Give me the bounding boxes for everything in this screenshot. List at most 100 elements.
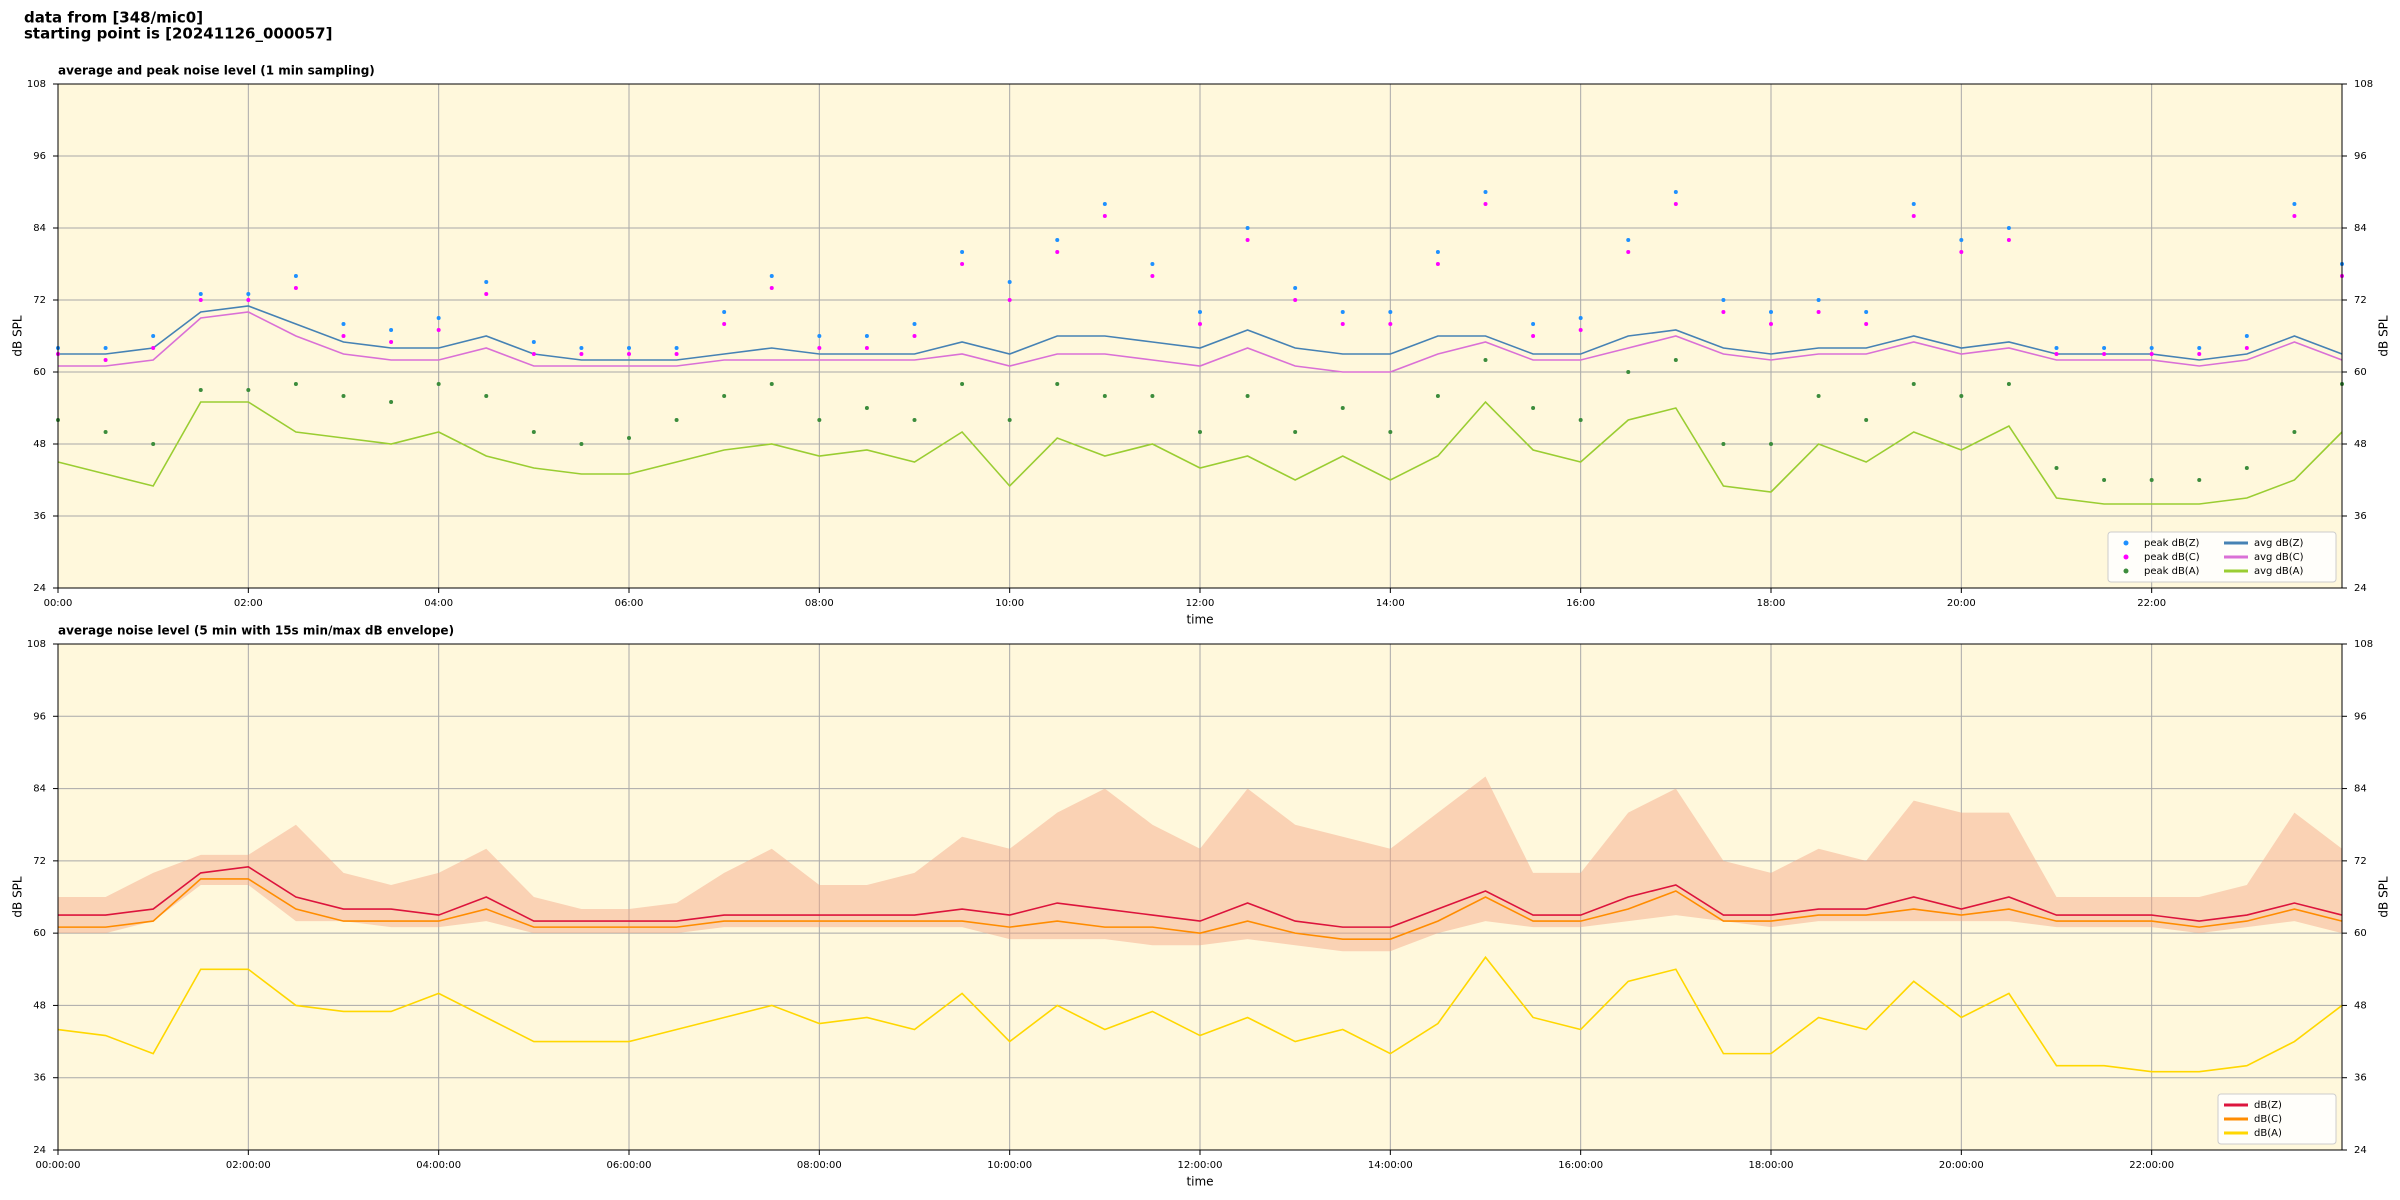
peak-point [1340, 322, 1345, 326]
peak-point [864, 346, 869, 350]
peak-point [389, 400, 394, 404]
y-tick-label: 24 [2354, 583, 2367, 594]
series-line [57, 400, 2343, 505]
legend-marker [2123, 540, 2129, 546]
x-tick-label: 18:00 [1757, 598, 1786, 609]
plot-frame [57, 83, 2343, 589]
chart-title: average noise level (5 min with 15s min/… [58, 624, 454, 638]
peak-point [864, 406, 869, 410]
peak-point [627, 352, 631, 356]
y-tick-label: 36 [33, 511, 46, 522]
peak-point [1816, 298, 1821, 302]
plot-frame [57, 643, 2343, 1151]
peak-point [1721, 442, 1726, 446]
peak-point [1102, 394, 1107, 398]
peak-point [1721, 298, 1726, 302]
peak-point [1055, 382, 1060, 386]
x-tick-label: 14:00:00 [1368, 1160, 1413, 1171]
peak-point [960, 382, 965, 386]
peak-point [722, 394, 727, 398]
y-tick-label: 24 [33, 583, 46, 594]
peak-point [2149, 352, 2154, 356]
peak-point [484, 292, 489, 296]
peak-point [627, 436, 631, 440]
peak-point [1673, 358, 1678, 362]
legend-marker [2123, 554, 2129, 560]
peak-point [1911, 382, 1916, 386]
y-tick-label: 72 [2354, 856, 2367, 867]
y-tick-label: 96 [33, 711, 46, 722]
peak-point [1293, 286, 1298, 290]
peak-point [2149, 478, 2154, 482]
peak-point [1102, 214, 1107, 218]
y-axis-label: dB SPL [11, 876, 25, 918]
peak-point [1959, 250, 1964, 254]
peak-point [341, 394, 346, 398]
peak-point [2102, 352, 2107, 356]
peak-point [293, 274, 298, 278]
y-tick-label: 84 [33, 784, 46, 795]
envelope [58, 776, 2342, 952]
y-tick-label: 48 [33, 439, 46, 450]
y-tick-label: 84 [2354, 223, 2367, 234]
peak-point [1673, 202, 1678, 206]
legend-label: avg dB(C) [2254, 552, 2304, 563]
peak-point [151, 442, 156, 446]
peak-point [1864, 310, 1869, 314]
peak-point [1245, 238, 1250, 242]
y-tick-label: 60 [33, 367, 46, 378]
y-tick-label: 48 [2354, 439, 2367, 450]
legend-label: dB(C) [2254, 1114, 2282, 1125]
peak-point [151, 346, 156, 350]
peak-point [2197, 346, 2202, 350]
x-tick-label: 22:00 [2137, 598, 2166, 609]
peak-point [1816, 310, 1821, 314]
peak-point [1150, 262, 1155, 266]
peak-point [1673, 190, 1678, 194]
x-tick-label: 06:00 [615, 598, 644, 609]
y-tick-label: 108 [2354, 639, 2373, 650]
peak-point [1007, 418, 1012, 422]
legend-marker [2123, 568, 2129, 574]
peak-point [1055, 238, 1060, 242]
x-tick-label: 10:00 [995, 598, 1024, 609]
peak-point [2244, 346, 2249, 350]
peak-point [1340, 310, 1345, 314]
peak-point [2006, 238, 2011, 242]
peak-point [817, 418, 822, 422]
peak-point [1483, 202, 1488, 206]
x-tick-label: 04:00:00 [416, 1160, 461, 1171]
y-tick-label: 36 [2354, 511, 2367, 522]
x-tick-label: 20:00 [1947, 598, 1976, 609]
peak-point [2006, 226, 2011, 230]
x-tick-label: 12:00 [1186, 598, 1215, 609]
peak-point [1816, 394, 1821, 398]
peak-point [960, 262, 965, 266]
peak-point [1435, 262, 1440, 266]
x-tick-label: 08:00:00 [797, 1160, 842, 1171]
legend-label: avg dB(Z) [2254, 538, 2304, 549]
peak-point [198, 292, 203, 296]
peak-point [2102, 478, 2107, 482]
peak-point [1531, 322, 1536, 326]
x-tick-label: 14:00 [1376, 598, 1405, 609]
y-tick-label: 108 [27, 79, 46, 90]
peak-point [1150, 394, 1155, 398]
peak-point [2197, 478, 2202, 482]
peak-point [1626, 238, 1631, 242]
peak-point [674, 418, 679, 422]
peak-point [1198, 322, 1202, 326]
peak-point [2054, 346, 2059, 350]
peak-point [341, 322, 346, 326]
y-tick-label: 36 [33, 1073, 46, 1084]
y-axis-label: dB SPL [2377, 315, 2391, 357]
peak-point [2149, 346, 2154, 350]
peak-point [912, 322, 917, 326]
peak-point [341, 334, 346, 338]
peak-point [246, 298, 251, 302]
x-tick-label: 20:00:00 [1939, 1160, 1984, 1171]
peak-point [1435, 394, 1440, 398]
peak-point [293, 286, 298, 290]
peak-point [769, 274, 774, 278]
